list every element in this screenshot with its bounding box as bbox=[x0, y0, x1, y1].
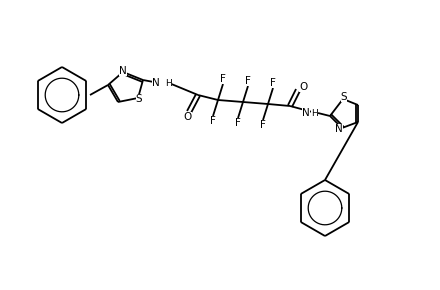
Text: H: H bbox=[311, 108, 318, 117]
Text: H: H bbox=[165, 79, 172, 88]
Text: F: F bbox=[270, 78, 276, 88]
Text: N: N bbox=[119, 66, 127, 76]
Text: N: N bbox=[335, 124, 343, 134]
Text: S: S bbox=[136, 94, 142, 104]
Text: F: F bbox=[220, 74, 226, 84]
Text: F: F bbox=[245, 76, 251, 86]
Text: F: F bbox=[210, 116, 216, 126]
Text: S: S bbox=[341, 92, 347, 102]
Text: O: O bbox=[184, 112, 192, 122]
Text: O: O bbox=[299, 82, 307, 92]
Text: N: N bbox=[152, 78, 160, 88]
Text: N: N bbox=[302, 108, 310, 118]
Text: F: F bbox=[235, 118, 241, 128]
Text: F: F bbox=[260, 120, 266, 130]
